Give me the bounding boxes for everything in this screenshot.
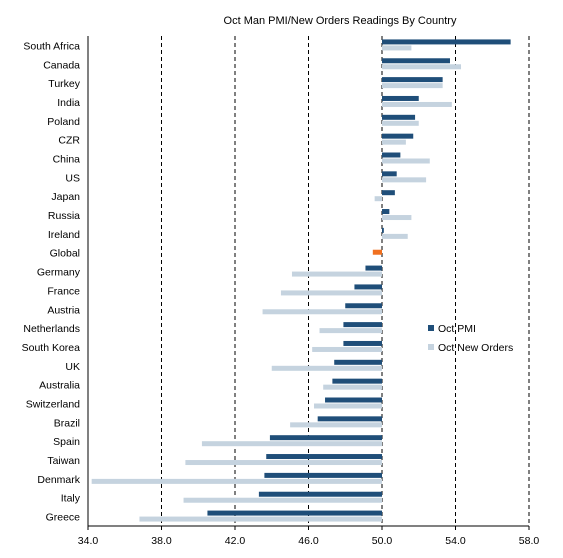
bar-oct-new-orders-czr [382, 139, 406, 145]
category-label-global: Global [50, 248, 80, 260]
bar-oct-new-orders-italy [183, 497, 382, 503]
category-label-greece: Greece [46, 512, 81, 524]
bar-oct-pmi-uk [334, 359, 382, 365]
bar-global-global [372, 249, 382, 255]
bar-oct-pmi-turkey [382, 77, 443, 83]
bar-oct-new-orders-india [382, 101, 452, 107]
tick-label-54-0: 54.0 [445, 535, 466, 547]
bar-oct-pmi-south-africa [382, 39, 511, 45]
category-label-netherlands: Netherlands [23, 323, 80, 335]
bar-oct-new-orders-australia [323, 384, 382, 390]
legend-label-oct-pmi: Oct PMI [438, 323, 476, 335]
bar-oct-pmi-poland [382, 114, 416, 120]
bar-oct-pmi-switzerland [325, 397, 382, 403]
bar-oct-pmi-france [354, 284, 382, 290]
bar-oct-new-orders-austria [262, 309, 382, 315]
bar-oct-new-orders-greece [139, 516, 382, 522]
bar-oct-new-orders-spain [201, 441, 382, 447]
bar-oct-new-orders-south-africa [382, 45, 412, 51]
category-label-india: India [57, 97, 80, 109]
category-label-south-africa: South Africa [23, 40, 80, 52]
category-label-uk: UK [65, 361, 80, 373]
legend-swatch-oct-pmi [428, 325, 434, 331]
bar-oct-new-orders-turkey [382, 83, 443, 89]
bar-oct-new-orders-japan [374, 196, 382, 202]
bar-oct-pmi-germany [365, 265, 382, 271]
category-label-taiwan: Taiwan [47, 455, 80, 467]
legend: Oct PMI Oct New Orders [428, 323, 513, 354]
bar-oct-pmi-austria [345, 303, 382, 309]
category-label-spain: Spain [53, 436, 80, 448]
bar-oct-pmi-russia [382, 209, 390, 215]
bar-oct-new-orders-brazil [290, 422, 382, 428]
bar-oct-pmi-spain [269, 435, 382, 441]
bar-oct-pmi-us [382, 171, 397, 177]
category-labels: South Africa Canada Turkey India Poland CZR Ch… [22, 40, 81, 523]
bar-oct-new-orders-ireland [382, 233, 408, 239]
bar-oct-pmi-australia [332, 378, 382, 384]
tick-label-58-0: 58.0 [519, 535, 540, 547]
bar-oct-new-orders-poland [382, 120, 419, 126]
bar-oct-new-orders-netherlands [319, 328, 382, 334]
tick-label-50-0: 50.0 [372, 535, 393, 547]
gridlines [87, 36, 530, 526]
bar-oct-pmi-south-korea [343, 340, 382, 346]
bars [91, 39, 511, 522]
bar-oct-pmi-ireland [382, 227, 384, 233]
category-label-austria: Austria [47, 304, 80, 316]
category-label-us: US [65, 172, 80, 184]
category-label-italy: Italy [61, 493, 81, 505]
category-label-turkey: Turkey [48, 78, 80, 90]
bar-oct-new-orders-south-korea [312, 346, 382, 352]
category-label-australia: Australia [39, 380, 80, 392]
bar-oct-new-orders-canada [382, 64, 462, 70]
chart-title: Oct Man PMI/New Orders Readings By Count… [224, 15, 457, 27]
legend-label-oct-new-orders: Oct New Orders [438, 342, 513, 354]
bar-oct-pmi-denmark [264, 472, 382, 478]
bar-oct-new-orders-russia [382, 215, 412, 221]
bar-oct-pmi-czr [382, 133, 414, 139]
bar-oct-pmi-canada [382, 58, 450, 64]
tick-label-42-0: 42.0 [225, 535, 246, 547]
bar-oct-pmi-italy [258, 491, 382, 497]
category-label-japan: Japan [51, 191, 80, 203]
category-label-czr: CZR [58, 135, 80, 147]
tick-label-46-0: 46.0 [298, 535, 319, 547]
x-axis-ticks: 34.0 38.0 42.0 46.0 50.0 54.0 58.0 [78, 526, 540, 547]
bar-oct-new-orders-taiwan [185, 460, 382, 466]
tick-label-34-0: 34.0 [78, 535, 99, 547]
bar-oct-new-orders-france [280, 290, 382, 296]
category-label-china: China [53, 154, 81, 166]
category-label-denmark: Denmark [37, 474, 80, 486]
bar-oct-pmi-japan [382, 190, 395, 196]
bar-oct-pmi-china [382, 152, 401, 158]
bar-oct-new-orders-china [382, 158, 430, 164]
bar-oct-new-orders-germany [291, 271, 382, 277]
category-label-south-korea: South Korea [22, 342, 81, 354]
category-label-france: France [47, 285, 80, 297]
category-label-poland: Poland [47, 116, 80, 128]
bar-oct-pmi-taiwan [266, 454, 382, 460]
legend-swatch-oct-new-orders [428, 344, 434, 350]
category-label-ireland: Ireland [48, 229, 80, 241]
category-label-canada: Canada [43, 59, 80, 71]
category-label-russia: Russia [48, 210, 80, 222]
category-label-brazil: Brazil [54, 417, 80, 429]
tick-label-38-0: 38.0 [151, 535, 172, 547]
bar-oct-new-orders-uk [271, 365, 382, 371]
category-label-switzerland: Switzerland [26, 399, 80, 411]
bar-oct-pmi-brazil [317, 416, 382, 422]
bar-oct-new-orders-us [382, 177, 427, 183]
bar-oct-pmi-india [382, 95, 419, 101]
category-label-germany: Germany [37, 267, 81, 279]
bar-oct-pmi-greece [207, 510, 382, 516]
bar-oct-new-orders-denmark [91, 478, 383, 484]
bar-oct-new-orders-switzerland [314, 403, 382, 409]
bar-oct-pmi-netherlands [343, 322, 382, 328]
